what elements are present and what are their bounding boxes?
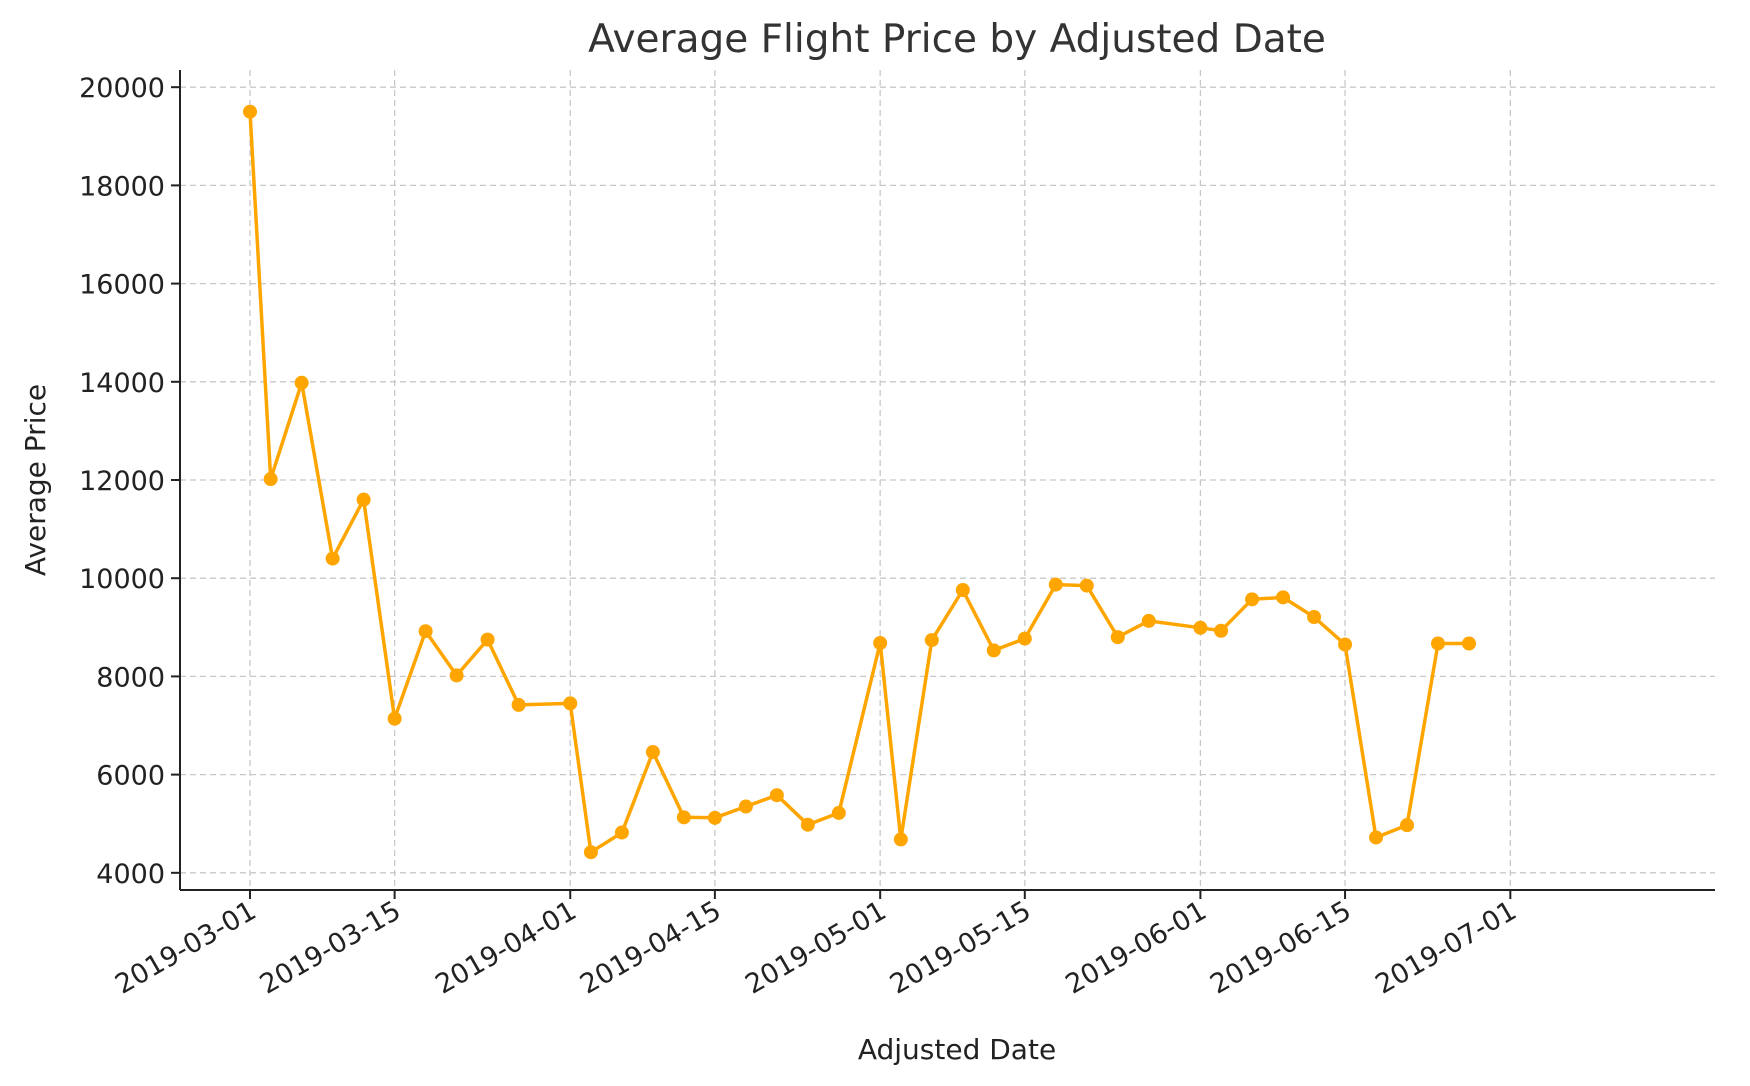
data-point (1110, 630, 1125, 645)
data-point (1048, 577, 1063, 592)
data-point (387, 711, 402, 726)
data-point (583, 845, 598, 860)
data-point (645, 745, 660, 760)
x-tick-label: 2019-06-01 (1061, 895, 1212, 1000)
data-point (955, 582, 970, 597)
x-tick-label: 2019-05-15 (885, 895, 1036, 1000)
data-point (511, 697, 526, 712)
x-axis-label: Adjusted Date (858, 1033, 1056, 1066)
data-point (480, 632, 495, 647)
y-tick-label: 8000 (96, 662, 165, 693)
data-point (893, 832, 908, 847)
x-tick-label: 2019-04-15 (575, 895, 726, 1000)
data-point (418, 624, 433, 639)
y-tick-label: 10000 (79, 564, 165, 595)
y-tick-label: 18000 (79, 171, 165, 202)
data-point (1079, 578, 1094, 593)
data-point (1338, 637, 1353, 652)
y-tick-label: 16000 (79, 270, 165, 301)
chart-title: Average Flight Price by Adjusted Date (588, 17, 1326, 62)
data-point (614, 825, 629, 840)
data-point (707, 810, 722, 825)
data-point (1307, 609, 1322, 624)
data-point (924, 633, 939, 648)
y-tick-label: 4000 (96, 859, 165, 890)
y-tick-label: 20000 (79, 73, 165, 104)
data-point (1141, 613, 1156, 628)
data-point (1276, 590, 1291, 605)
data-point (1431, 636, 1446, 651)
grid-lines (180, 70, 1715, 890)
data-point (294, 375, 309, 390)
y-axis-ticks: 4000 6000 8000 10000 12000 14000 16000 18000 200… (79, 73, 180, 890)
data-point (449, 668, 464, 683)
data-point (1214, 623, 1229, 638)
series-line (248, 111, 1469, 854)
data-point (986, 643, 1001, 658)
data-point (1193, 620, 1208, 635)
data-point (263, 472, 278, 487)
data-point (738, 799, 753, 814)
data-point (676, 810, 691, 825)
x-tick-label: 2019-07-01 (1370, 895, 1521, 1000)
data-point (1369, 830, 1384, 845)
data-point (873, 636, 888, 651)
data-point (1462, 636, 1477, 651)
data-point (356, 492, 371, 507)
data-point (1245, 592, 1260, 607)
data-point (769, 788, 784, 803)
y-tick-label: 14000 (79, 368, 165, 399)
y-tick-label: 12000 (79, 466, 165, 497)
x-tick-label: 2019-05-01 (740, 895, 891, 1000)
data-point (1400, 818, 1415, 833)
x-tick-label: 2019-06-15 (1205, 895, 1356, 1000)
data-point (1017, 631, 1032, 646)
y-tick-label: 6000 (96, 761, 165, 792)
data-point (831, 805, 846, 820)
data-point (563, 696, 578, 711)
data-point (243, 104, 257, 119)
x-tick-label: 2019-03-15 (255, 895, 406, 1000)
x-tick-label: 2019-03-01 (110, 895, 261, 1000)
price-series (243, 104, 1477, 860)
x-tick-label: 2019-04-01 (430, 895, 581, 1000)
data-point (800, 817, 815, 832)
data-point (325, 551, 340, 566)
y-axis-label: Average Price (19, 384, 52, 576)
